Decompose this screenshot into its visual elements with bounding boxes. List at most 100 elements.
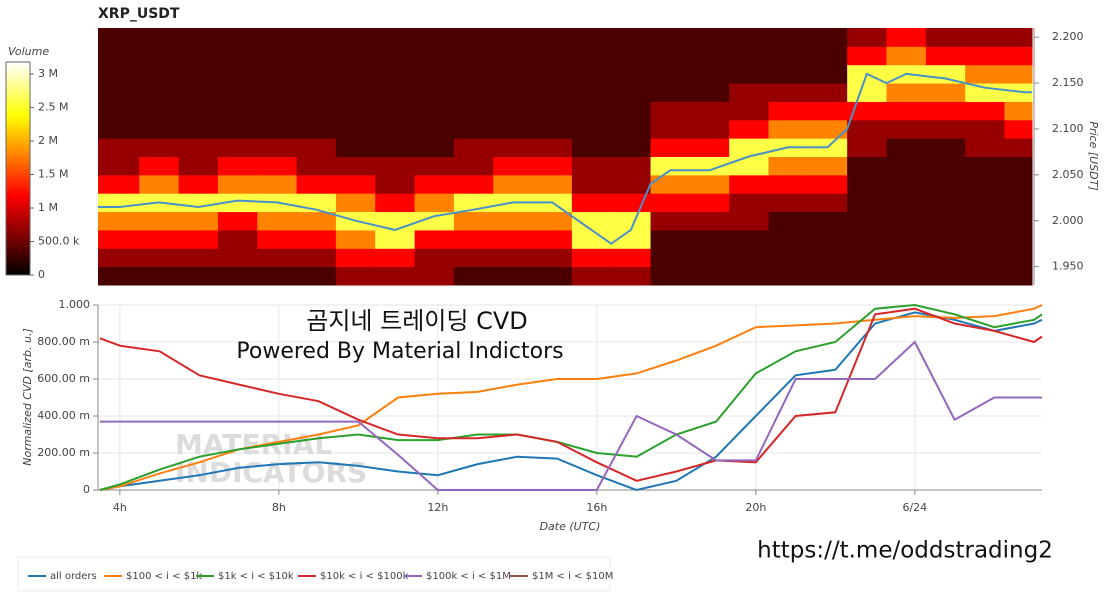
heatmap-cell [532, 64, 573, 84]
heatmap-cell [178, 174, 219, 194]
heatmap-cell [847, 211, 887, 231]
y-axis-label: Normalized CVD [arb. u.] [21, 328, 34, 466]
heatmap-cell [257, 266, 298, 286]
heatmap-cell [768, 46, 809, 66]
heatmap-cell [925, 266, 966, 286]
heatmap-cell [178, 119, 219, 139]
heatmap-cell [453, 138, 494, 157]
colorbar-swatch [6, 214, 30, 219]
colorbar-swatch [6, 260, 30, 265]
heatmap-cell [217, 229, 258, 249]
colorbar-swatch [6, 225, 30, 230]
heatmap-cell [965, 211, 1005, 231]
heatmap-cell [139, 174, 180, 194]
heatmap-cell [532, 119, 573, 139]
y-tick-label: 400.00 m [37, 409, 90, 422]
heatmap-cell [611, 83, 652, 102]
heatmap-cell [611, 156, 652, 176]
heatmap-cell [689, 64, 730, 84]
heatmap-cell [493, 266, 534, 286]
heatmap-cell [1004, 64, 1033, 84]
heatmap-cell [611, 174, 652, 194]
x-tick-label: 6/24 [902, 501, 927, 514]
annotation: Powered By Material Indictors [236, 339, 563, 364]
heatmap-cell [807, 248, 848, 268]
heatmap-cell [886, 248, 927, 268]
colorbar-swatch [6, 189, 30, 194]
heatmap-cell [689, 174, 730, 194]
heatmap-cell [414, 28, 455, 47]
colorbar-swatch [6, 253, 30, 258]
heatmap-cell [178, 229, 219, 249]
colorbar-swatch [6, 204, 30, 209]
colorbar-swatch [6, 243, 30, 248]
colorbar-swatch [6, 115, 30, 120]
heatmap-cell [296, 211, 337, 231]
heatmap-cell [375, 138, 416, 157]
heatmap-cell [729, 64, 770, 84]
heatmap-cell [611, 248, 652, 268]
heatmap-cell [375, 83, 416, 102]
heatmap-cell [296, 83, 337, 102]
heatmap-cell [335, 138, 376, 157]
heatmap-cell [375, 46, 416, 66]
colorbar-swatch [6, 161, 30, 166]
heatmap-cell [139, 229, 180, 249]
heatmap-cell [611, 229, 652, 249]
heatmap-cell [1004, 46, 1033, 66]
heatmap-cell [217, 248, 258, 268]
heatmap-cell [886, 119, 927, 139]
heatmap-cell [532, 138, 573, 157]
colorbar-swatch [6, 196, 30, 201]
heatmap-cell [178, 248, 219, 268]
y-tick-label: 2.150 [1052, 76, 1084, 89]
heatmap-cell [493, 28, 534, 47]
heatmap [98, 28, 1033, 286]
heatmap-cell [375, 248, 416, 268]
colorbar-swatch [6, 111, 30, 116]
heatmap-cell [375, 174, 416, 194]
heatmap-cell [729, 101, 770, 121]
heatmap-cell [98, 101, 140, 121]
heatmap-cell [847, 266, 887, 286]
heatmap-cell [493, 101, 534, 121]
heatmap-cell [98, 211, 140, 231]
colorbar-swatch [6, 228, 30, 233]
y-tick-label: 2.200 [1052, 30, 1084, 43]
heatmap-cell [729, 266, 770, 286]
series-line [99, 303, 1043, 491]
heatmap-cell [807, 28, 848, 47]
heatmap-cell [257, 138, 298, 157]
colorbar-swatch [6, 186, 30, 191]
heatmap-cell [257, 83, 298, 102]
heatmap-cell [257, 119, 298, 139]
heatmap-cell [925, 248, 966, 268]
colorbar-tick-label: 2 M [38, 134, 58, 147]
heatmap-cell [611, 28, 652, 47]
colorbar-swatch [6, 108, 30, 113]
heatmap-cell [925, 46, 966, 66]
colorbar-swatch [6, 83, 30, 88]
y-tick-label: 1.000 [59, 298, 91, 311]
colorbar-swatch [6, 172, 30, 177]
heatmap-cell [965, 83, 1005, 102]
heatmap-cell [296, 156, 337, 176]
heatmap-cell [493, 248, 534, 268]
colorbar-swatch [6, 136, 30, 141]
heatmap-cell [729, 229, 770, 249]
heatmap-cell [296, 174, 337, 194]
heatmap-cell [217, 101, 258, 121]
heatmap-cell [532, 83, 573, 102]
heatmap-cell [257, 64, 298, 84]
heatmap-cell [925, 28, 966, 47]
heatmap-cell [847, 248, 887, 268]
heatmap-cell [847, 28, 887, 47]
colorbar-swatch [6, 235, 30, 240]
colorbar-swatch [6, 168, 30, 173]
colorbar-swatch [6, 211, 30, 216]
heatmap-cell [611, 138, 652, 157]
colorbar-swatch [6, 104, 30, 109]
heatmap-cell [807, 156, 848, 176]
heatmap-cell [296, 229, 337, 249]
heatmap-cell [1004, 101, 1033, 121]
